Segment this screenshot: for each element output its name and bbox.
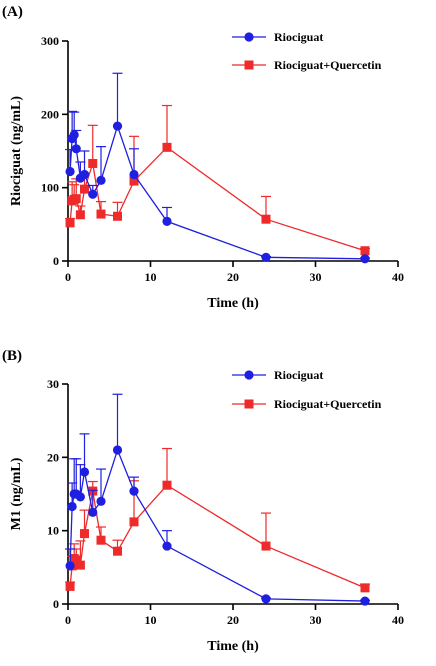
data-point [112,121,123,131]
data-point [79,169,90,180]
legend-label: Riociguat+Quercetin [274,58,382,72]
y-tick-label: 0 [53,597,59,611]
data-point [65,218,75,228]
data-point [162,480,172,490]
series-line [69,123,366,260]
legend-marker [244,32,254,42]
legend-label: Riociguat [274,368,323,382]
series-riociguat [65,72,370,264]
data-point [80,529,89,539]
legend-item-riociguat-quercetin: Riociguat+Quercetin [232,58,382,72]
legend-item-riociguat-quercetin: Riociguat+Quercetin [232,397,382,411]
series-line [69,146,366,252]
x-axis-title: Time (h) [207,639,259,654]
data-point [162,216,172,226]
y-axis-title: Riociguat (ng/mL) [9,96,24,206]
data-point [80,184,89,194]
chart-panel-1: (A) 0 100 200 300 0 10 20 30 40 Time (h) Riociguat … [2,4,404,311]
data-point [129,517,139,527]
series-line [69,448,366,602]
data-point [112,445,123,455]
x-tick-label: 20 [227,270,239,284]
legend-label: Riociguat+Quercetin [274,397,382,411]
data-point [162,142,172,152]
y-tick-label: 0 [53,254,59,268]
series-riociguat-quercetin [65,104,370,256]
panel-label: (B) [2,348,22,364]
data-point [71,555,81,565]
data-point [113,546,122,556]
y-tick-label: 20 [47,450,59,464]
legend-label: Riociguat [274,30,323,44]
x-tick-label: 0 [65,270,71,284]
data-point [96,496,106,506]
x-tick-label: 40 [392,613,404,627]
legend-marker [244,399,254,409]
y-axis-title: M1 (ng/mL) [9,457,24,530]
data-point [69,130,79,140]
data-point [71,144,81,154]
data-point [360,596,370,606]
data-point [129,176,139,186]
x-tick-label: 30 [310,613,322,627]
chart-panel-2: (B) 0 10 20 30 0 10 20 30 40 Time (h) M1 (ng/mL) Rio… [2,348,404,654]
x-tick-label: 10 [145,270,157,284]
y-tick-label: 30 [47,377,59,391]
data-point [360,246,370,256]
y-tick-label: 100 [41,181,59,195]
legend-marker [244,370,254,380]
data-point [360,583,370,593]
data-point [65,581,75,591]
x-tick-label: 30 [310,270,322,284]
data-point [88,189,98,199]
data-point [261,252,271,262]
data-point [96,535,106,545]
data-point [162,541,172,551]
data-point [88,158,98,168]
x-tick-label: 10 [145,613,157,627]
data-point [261,541,271,551]
data-point [129,169,139,180]
x-tick-label: 20 [227,613,239,627]
x-tick-label: 40 [392,270,404,284]
data-point [65,166,75,177]
data-point [96,209,106,219]
data-point [88,507,98,517]
data-point [79,467,90,477]
data-point [75,210,85,220]
data-point [360,254,370,264]
y-tick-label: 300 [41,34,59,48]
data-point [96,175,106,185]
data-point [261,594,271,604]
data-point [71,194,81,204]
data-point [65,561,75,571]
data-point [75,492,85,502]
y-tick-label: 10 [47,524,59,538]
data-point [113,211,122,221]
panel-label: (A) [2,4,23,20]
data-point [261,214,271,224]
x-tick-label: 0 [65,613,71,627]
legend-item-riociguat: Riociguat [232,368,323,382]
y-tick-label: 200 [41,107,59,121]
legend-marker [244,60,254,70]
series-riociguat [65,393,370,606]
data-point [75,560,85,570]
data-point [67,501,77,512]
x-axis-title: Time (h) [207,296,259,311]
data-point [129,486,139,496]
legend-item-riociguat: Riociguat [232,30,323,44]
